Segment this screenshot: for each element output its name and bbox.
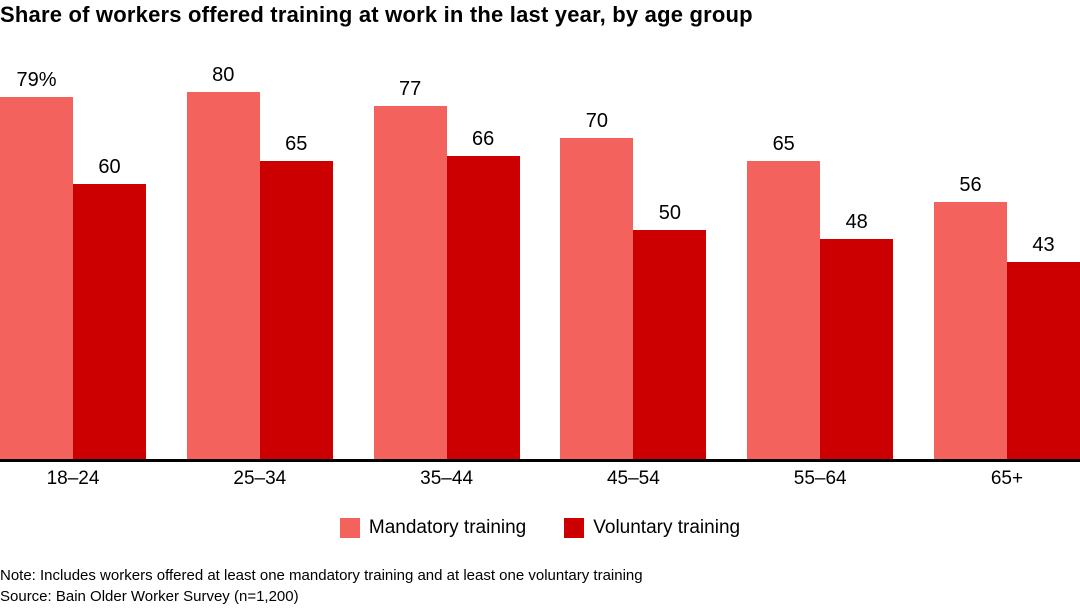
bar-voluntary [446,156,520,459]
bar-value-label: 48 [845,210,868,233]
bar-value-label: 79% [16,68,57,91]
legend-label: Voluntary training [593,517,741,538]
legend-swatch-voluntary [564,518,585,538]
bar-wrap: 43 [1006,233,1080,459]
chart-title: Share of workers offered training at wor… [0,2,753,27]
x-axis-labels: 18–24 25–34 35–44 45–54 55–64 65+ [0,468,1080,490]
bar-wrap: 60 [73,156,146,459]
bar-mandatory [0,96,73,459]
bar-wrap: 65 [747,132,821,459]
bar-group: 65 48 [747,132,894,459]
bar-voluntary [820,238,894,459]
x-axis-label: 65+ [990,468,1024,489]
bar-wrap: 79% [0,69,73,459]
legend-label: Mandatory training [368,517,527,538]
bar-value-label: 65 [772,132,795,155]
x-axis-label: 45–54 [606,468,660,489]
bar-mandatory [373,105,447,459]
bar-value-label: 43 [1032,233,1055,256]
legend-item-mandatory: Mandatory training [339,517,527,539]
x-axis-label: 55–64 [793,468,847,489]
source-text: Source: Bain Older Worker Survey (n=1,20… [0,588,299,606]
plot-area: 79% 60 80 65 77 66 70 50 65 48 56 43 [0,40,1080,462]
bar-wrap: 65 [259,132,333,459]
bar-wrap: 56 [933,174,1007,459]
bar-group: 79% 60 [0,69,146,459]
bar-mandatory [933,202,1007,459]
bar-value-label: 65 [285,132,308,155]
bar-value-label: 77 [398,77,422,100]
bar-group: 70 50 [560,109,707,459]
x-axis-label: 25–34 [233,468,287,489]
bar-value-label: 66 [471,128,495,151]
bar-value-label: 56 [959,174,982,197]
bar-voluntary [259,160,333,459]
bar-voluntary [633,229,707,459]
bar-group: 56 43 [933,174,1080,459]
bar-value-label: 60 [98,155,121,178]
bar-wrap: 48 [820,210,894,459]
bar-wrap: 70 [560,109,634,459]
note-text: Note: Includes workers offered at least … [0,566,643,584]
bar-group: 77 66 [373,77,520,459]
bar-value-label: 80 [212,64,235,86]
bar-wrap: 80 [186,64,260,459]
legend: Mandatory training Voluntary training [0,517,1080,539]
bar-mandatory [747,160,821,459]
x-axis-label: 35–44 [420,468,474,489]
footer: Note: Includes workers offered at least … [0,565,643,609]
bar-wrap: 77 [373,77,447,459]
bar-group: 80 65 [186,64,333,459]
legend-item-voluntary: Voluntary training [564,517,740,539]
bar-voluntary [1006,261,1080,459]
bar-value-label: 70 [585,109,609,132]
bar-voluntary [73,183,146,459]
bar-mandatory [186,92,260,459]
bar-value-label: 50 [658,201,682,224]
bar-wrap: 66 [446,128,520,459]
legend-swatch-mandatory [339,518,360,538]
x-axis-label: 18–24 [46,468,100,489]
bar-wrap: 50 [633,201,707,459]
bar-mandatory [560,137,634,459]
